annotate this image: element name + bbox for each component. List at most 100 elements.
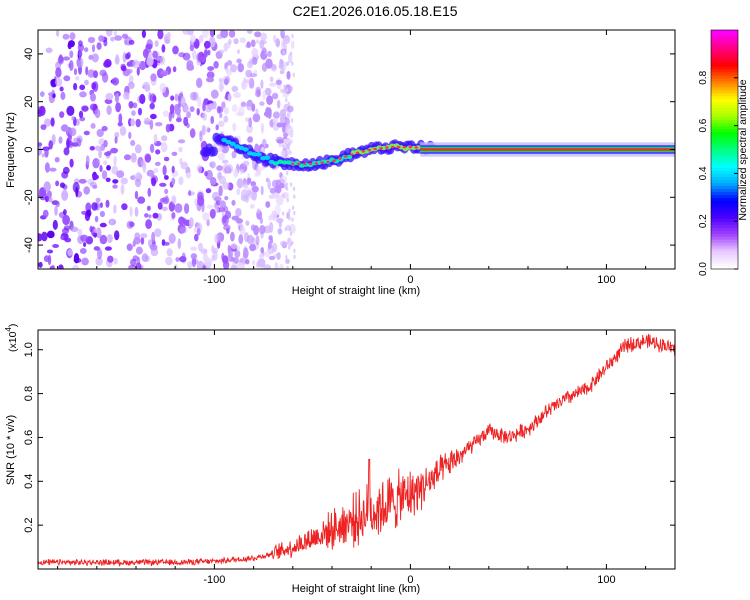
noise-blob xyxy=(126,61,132,67)
colorbar-segment xyxy=(711,155,738,160)
noise-blob xyxy=(38,261,43,268)
noise-blob xyxy=(128,101,134,109)
noise-blob xyxy=(137,196,146,204)
y-tick-label: 20 xyxy=(23,96,35,108)
noise-blob xyxy=(222,164,230,174)
noise-blob xyxy=(69,140,74,149)
noise-blob xyxy=(45,47,53,54)
colorbar-segment xyxy=(711,44,738,49)
noise-blob xyxy=(186,64,195,71)
colorbar-segment xyxy=(711,152,738,157)
noise-blob xyxy=(55,201,60,208)
noise-blob xyxy=(285,255,288,260)
colorbar-segment xyxy=(711,212,738,216)
noise-blob xyxy=(220,30,229,39)
noise-blob xyxy=(99,234,108,245)
noise-blob xyxy=(178,146,183,153)
noise-blob xyxy=(190,91,197,101)
noise-blob xyxy=(290,40,295,50)
noise-blob xyxy=(285,258,290,264)
noise-blob xyxy=(201,30,209,39)
colorbar-segment xyxy=(711,104,738,109)
noise-blob xyxy=(67,249,73,256)
noise-blob xyxy=(251,103,256,112)
noise-blob xyxy=(153,133,158,144)
noise-blob xyxy=(242,160,250,167)
noise-blob xyxy=(133,174,137,182)
spectrogram-xlabel: Height of straight line (km) xyxy=(292,285,420,297)
noise-blob xyxy=(202,264,207,269)
noise-blob xyxy=(226,69,233,76)
noise-blob xyxy=(206,77,214,83)
noise-blob xyxy=(93,70,98,79)
noise-blob xyxy=(290,118,294,123)
noise-blob xyxy=(107,255,114,263)
noise-blob xyxy=(154,122,163,127)
noise-blob xyxy=(135,118,141,128)
noise-blob xyxy=(260,79,264,89)
noise-blob xyxy=(209,208,216,219)
noise-blob xyxy=(232,122,237,132)
noise-blob xyxy=(114,131,120,138)
noise-blob xyxy=(216,165,224,171)
noise-blob xyxy=(194,233,199,242)
noise-blob xyxy=(227,93,232,102)
noise-blob xyxy=(50,117,55,127)
noise-blob xyxy=(292,72,295,78)
noise-blob xyxy=(51,264,56,269)
noise-blob xyxy=(280,149,286,158)
noise-blob xyxy=(104,246,112,251)
noise-blob xyxy=(162,165,167,176)
noise-blob xyxy=(218,185,223,197)
colorbar-tick-label: 0.6 xyxy=(698,118,709,132)
noise-blob xyxy=(146,205,151,211)
noise-blob xyxy=(184,203,190,214)
svg-text:(x104): (x104) xyxy=(4,324,19,352)
colorbar-segment xyxy=(711,266,738,270)
signal-core xyxy=(264,155,271,160)
noise-blob xyxy=(223,224,231,231)
noise-blob xyxy=(207,66,215,71)
noise-blob xyxy=(93,231,98,238)
noise-blob xyxy=(231,199,236,206)
noise-blob xyxy=(105,92,114,101)
noise-blob xyxy=(126,69,133,74)
noise-blob xyxy=(239,37,246,43)
noise-blob xyxy=(46,190,52,199)
noise-blob xyxy=(120,65,127,72)
noise-blob xyxy=(130,140,136,146)
noise-blob xyxy=(51,134,56,145)
noise-blob xyxy=(268,235,273,241)
colorbar-segment xyxy=(711,251,738,255)
colorbar-segment xyxy=(711,32,738,37)
noise-blob xyxy=(44,162,50,173)
noise-blob xyxy=(161,44,166,53)
noise-blob xyxy=(69,158,74,168)
noise-blob xyxy=(85,66,89,76)
noise-blob xyxy=(239,225,246,236)
noise-blob xyxy=(42,209,49,218)
noise-blob xyxy=(142,48,149,59)
noise-blob xyxy=(96,158,100,164)
carrier-red xyxy=(420,148,675,151)
noise-blob xyxy=(286,265,289,269)
noise-blob xyxy=(246,177,250,186)
noise-blob xyxy=(110,147,118,154)
noise-blob xyxy=(223,115,229,123)
noise-blob xyxy=(267,179,272,190)
noise-blob xyxy=(69,127,77,137)
noise-blob xyxy=(76,57,84,68)
noise-blob xyxy=(203,49,208,58)
colorbar-segment xyxy=(711,215,738,219)
noise-blob xyxy=(259,225,266,235)
noise-blob xyxy=(189,217,194,228)
noise-blob xyxy=(289,182,293,187)
noise-blob xyxy=(113,204,117,214)
noise-blob xyxy=(164,175,169,180)
colorbar-segment xyxy=(711,233,738,237)
noise-blob xyxy=(187,261,193,269)
noise-blob xyxy=(95,197,101,203)
noise-blob xyxy=(137,256,141,267)
noise-blob xyxy=(250,204,255,209)
colorbar-segment xyxy=(711,56,738,61)
